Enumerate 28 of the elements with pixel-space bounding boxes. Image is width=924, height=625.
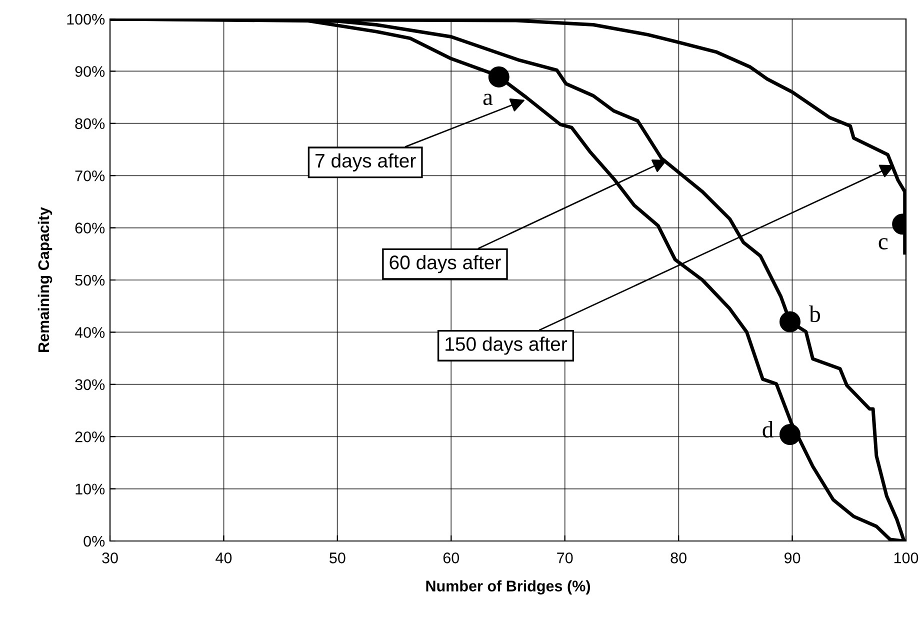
y-tick-label: 80% [75, 118, 105, 130]
x-tick-label: 40 [216, 552, 232, 564]
y-axis-title: Remaining Capacity [38, 207, 52, 352]
annotation: 150 days after [446, 336, 568, 355]
annotation: b [809, 306, 820, 322]
annotation: 7 days after [316, 153, 416, 172]
annotation: a [483, 94, 493, 106]
y-tick-label: 0% [84, 536, 105, 547]
x-tick-label: 80 [670, 552, 686, 564]
x-tick-label: 30 [102, 552, 118, 564]
annotation: d [762, 421, 774, 438]
x-tick-label: 70 [557, 552, 573, 564]
y-tick-label: 90% [75, 66, 105, 77]
y-tick-label: 70% [75, 170, 105, 182]
y-tick-label: 50% [75, 274, 105, 286]
y-tick-label: 60% [75, 222, 105, 234]
x-axis-title: Number of Bridges (%) [426, 580, 590, 595]
y-tick-label: 10% [76, 484, 105, 494]
x-tick-label: 50 [330, 552, 346, 564]
annotation: c [878, 238, 888, 250]
x-tick-label: 60 [443, 552, 460, 564]
y-tick-label: 40% [74, 327, 105, 338]
x-tick-label: 100 [894, 552, 918, 564]
y-tick-label: 100% [67, 14, 105, 25]
x-tick-label: 90 [784, 552, 800, 564]
y-tick-label: 30% [75, 379, 105, 390]
annotation: 60 days after [390, 255, 501, 274]
y-tick-label: 20% [75, 431, 105, 442]
